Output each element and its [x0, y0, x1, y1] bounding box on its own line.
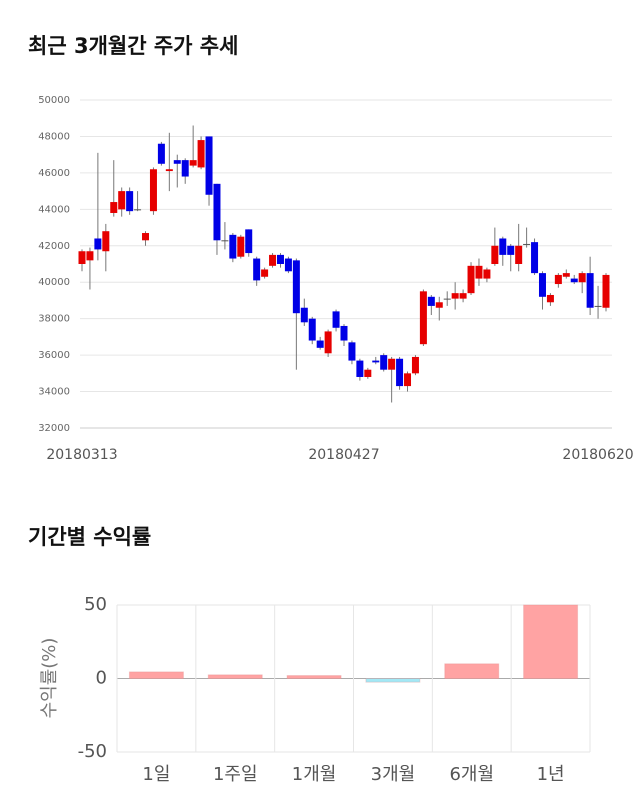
candle-body: [594, 305, 602, 307]
candle-body: [475, 265, 483, 279]
candle-body: [149, 169, 157, 212]
y-tick-label: 0: [96, 668, 107, 689]
candle-body: [570, 278, 578, 283]
candle-body: [157, 143, 165, 164]
x-tick-label: 20180427: [308, 447, 379, 463]
candle-body: [165, 169, 173, 172]
y-tick-label: 46000: [38, 168, 70, 179]
bar: [444, 663, 500, 679]
candle-body: [372, 360, 380, 363]
chart-title: 기간별 수익률: [28, 525, 151, 549]
y-tick-label: 40000: [38, 277, 70, 288]
candle-body: [602, 274, 610, 308]
candle-body: [388, 358, 396, 370]
y-tick-label: 44000: [38, 204, 70, 215]
candle-body: [253, 258, 261, 281]
candle-body: [586, 273, 594, 308]
candle-body: [110, 202, 118, 213]
candle-body: [237, 236, 245, 257]
candle-body: [411, 356, 419, 374]
y-tick-label: 48000: [38, 131, 70, 142]
candle-body: [443, 298, 451, 300]
candle-body: [562, 273, 570, 277]
candle-body: [348, 342, 356, 361]
candle-body: [515, 245, 523, 264]
candle-body: [189, 160, 197, 166]
candle-body: [404, 373, 412, 387]
candle-body: [467, 265, 475, 294]
candle-body: [316, 340, 324, 348]
candle-body: [173, 160, 181, 164]
candle-body: [261, 269, 269, 277]
candle-body: [554, 274, 562, 285]
candle-body: [269, 254, 277, 266]
y-tick-label: 50: [84, 594, 107, 615]
candle-body: [205, 136, 213, 195]
y-tick-label: 42000: [38, 241, 70, 252]
candle-body: [197, 140, 205, 168]
y-tick-label: 36000: [38, 350, 70, 361]
x-tick-label: 1일: [142, 764, 170, 785]
candle-body: [308, 318, 316, 341]
x-tick-label: 3개월: [371, 764, 416, 785]
candle-body: [364, 369, 372, 377]
bar: [207, 674, 263, 680]
candle-body: [491, 245, 499, 264]
y-axis-label: 수익률(%): [39, 638, 60, 719]
candle-body: [102, 231, 110, 252]
candle-body: [340, 325, 348, 341]
candle-body: [332, 311, 340, 328]
candle-body: [499, 238, 507, 255]
candle-body: [396, 358, 404, 387]
y-tick-label: 38000: [38, 314, 70, 325]
candle-body: [507, 245, 515, 255]
candle-body: [134, 209, 142, 211]
candle-body: [181, 160, 189, 177]
candle-body: [380, 355, 388, 370]
candle-body: [459, 293, 467, 299]
candle-body: [213, 183, 221, 241]
candle-body: [578, 273, 586, 283]
candle-body: [86, 251, 94, 261]
bar: [365, 678, 421, 683]
candle-body: [78, 251, 86, 264]
bar: [128, 671, 184, 680]
candle-body: [284, 258, 292, 272]
x-tick-label: 1주일: [213, 764, 258, 785]
x-tick-label: 6개월: [449, 764, 494, 785]
candle-body: [356, 360, 364, 377]
y-tick-label: 50000: [38, 95, 70, 106]
candle-body: [324, 331, 332, 354]
candle-body: [427, 296, 435, 306]
candle-body: [435, 302, 443, 308]
x-tick-label: 1년: [537, 764, 565, 785]
candle-body: [245, 229, 253, 254]
y-tick-label: 32000: [38, 423, 70, 434]
candle-body: [451, 293, 459, 299]
x-tick-label: 1개월: [292, 764, 337, 785]
x-tick-label: 20180620: [562, 447, 633, 463]
candle-body: [523, 243, 531, 245]
candle-body: [300, 307, 308, 323]
candle-body: [276, 254, 284, 264]
candle-body: [142, 233, 150, 241]
chart-title: 최근 3개월간 주가 추세: [28, 34, 238, 58]
y-tick-label: 34000: [38, 387, 70, 398]
candle-body: [94, 238, 102, 250]
candle-body: [483, 269, 491, 279]
y-tick-label: -50: [78, 741, 107, 762]
candle-body: [229, 234, 237, 259]
x-tick-label: 20180313: [46, 447, 117, 463]
bar: [523, 604, 579, 679]
candle-body: [546, 294, 554, 303]
candle-body: [118, 191, 126, 210]
candle-body: [538, 273, 546, 297]
bar: [286, 675, 342, 679]
candle-body: [221, 240, 229, 242]
candle-body: [531, 242, 539, 274]
candle-body: [126, 191, 134, 212]
candle-body: [419, 291, 427, 345]
candle-body: [292, 260, 300, 314]
